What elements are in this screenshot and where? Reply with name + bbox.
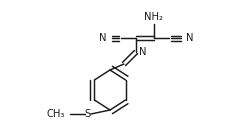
Text: CH₃: CH₃ xyxy=(46,109,65,119)
Text: N: N xyxy=(99,33,107,43)
Text: S: S xyxy=(84,109,91,119)
Text: N: N xyxy=(185,33,193,43)
Text: NH₂: NH₂ xyxy=(144,12,163,22)
Text: N: N xyxy=(138,47,146,57)
